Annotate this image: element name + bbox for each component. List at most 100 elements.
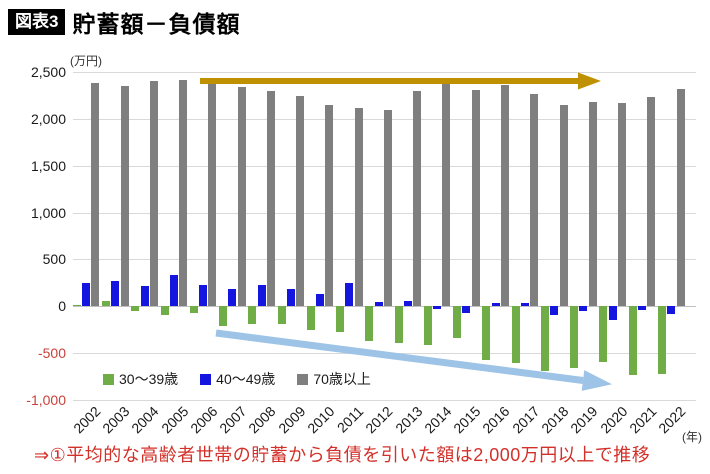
bar-age40s-2013 (403, 300, 412, 307)
bar-age70plus-2014 (442, 83, 451, 307)
bar-age40s-2019 (579, 306, 588, 312)
bar-age40s-2012 (374, 302, 383, 307)
bar-age30s-2016 (482, 306, 491, 360)
x-label-2014: 2014 (421, 403, 455, 437)
legend-item-age70plus: 70歳以上 (297, 369, 371, 389)
bar-age30s-2007 (219, 306, 227, 326)
bar-age40s-2016 (491, 303, 500, 307)
bar-age40s-2022 (667, 306, 676, 314)
chart-legend: 30〜39歳 40〜49歳 70歳以上 (103, 369, 371, 389)
legend-item-age40s: 40〜49歳 (200, 369, 275, 389)
bar-age70plus-2007 (237, 87, 246, 307)
y-tick-1500: 1,500 (30, 157, 66, 174)
bar-age30s-2008 (248, 306, 257, 325)
bar-age70plus-2018 (559, 104, 568, 307)
y-axis-unit-label: (万円) (70, 54, 102, 68)
x-label-2009: 2009 (274, 403, 309, 437)
bar-age30s-2009 (277, 306, 286, 324)
figure-header: 図表3 貯蓄額－負債額 (8, 5, 240, 39)
x-label-2019: 2019 (567, 403, 601, 437)
y-tick-1000: 1,000 (30, 204, 66, 221)
x-label-2010: 2010 (304, 403, 338, 437)
bar-age30s-2017 (511, 306, 520, 364)
x-label-2012: 2012 (362, 403, 396, 437)
bar-age30s-2011 (336, 306, 344, 332)
bar-age30s-2012 (365, 306, 374, 341)
bar-age40s-2015 (462, 306, 471, 313)
bar-age40s-2014 (433, 306, 442, 310)
bar-age40s-2010 (316, 293, 325, 307)
bar-age70plus-2004 (149, 80, 158, 307)
bar-age30s-2003 (102, 300, 110, 307)
y-tick--1000: -1,000 (26, 392, 66, 408)
bar-age40s-2004 (140, 285, 149, 307)
bar-age30s-2010 (306, 306, 315, 330)
y-tick-0: 0 (58, 298, 66, 315)
bar-age30s-2004 (131, 306, 140, 311)
legend-label-age30s: 30〜39歳 (119, 371, 179, 387)
x-label-2013: 2013 (391, 403, 426, 437)
bar-age40s-2021 (637, 306, 646, 310)
legend-swatch-age30s (103, 373, 114, 385)
bar-age70plus-2016 (500, 84, 509, 307)
y-tick-2500: 2,500 (30, 64, 66, 80)
x-label-2008: 2008 (245, 403, 279, 437)
bar-age70plus-2013 (413, 91, 422, 307)
bar-age30s-2014 (423, 306, 432, 345)
bar-age40s-2009 (286, 289, 295, 307)
bar-age70plus-2015 (471, 89, 480, 307)
bar-age30s-2021 (628, 306, 637, 375)
takeaway-caption: ⇒①平均的な高齢者世帯の貯蓄から負債を引いた額は2,000万円以上で推移 (34, 445, 651, 465)
legend-swatch-age40s (200, 373, 212, 385)
gridline-0 (73, 306, 696, 308)
bar-age40s-2007 (228, 289, 237, 307)
x-label-2020: 2020 (596, 403, 631, 437)
y-tick-500: 500 (42, 251, 66, 268)
bar-age70plus-2019 (588, 102, 597, 307)
bar-age40s-2020 (608, 306, 617, 321)
bar-age70plus-2002 (91, 83, 100, 307)
x-label-2021: 2021 (625, 403, 660, 437)
x-label-2002: 2002 (69, 403, 104, 437)
x-label-2015: 2015 (450, 403, 484, 437)
bar-age70plus-2010 (325, 104, 334, 307)
legend-swatch-age70plus (297, 373, 309, 385)
x-label-2011: 2011 (334, 403, 367, 436)
bar-age30s-2005 (160, 306, 169, 315)
bar-age40s-2011 (345, 283, 354, 307)
x-label-2018: 2018 (538, 403, 572, 437)
bar-age70plus-2017 (530, 93, 539, 307)
legend-item-age30s: 30〜39歳 (103, 369, 178, 389)
bar-age30s-2006 (189, 306, 198, 314)
x-label-2004: 2004 (128, 403, 162, 437)
gridline-2500 (73, 72, 696, 73)
y-tick-2000: 2,000 (30, 110, 66, 127)
bar-age70plus-2008 (266, 91, 275, 307)
bar-age30s-2019 (570, 306, 579, 369)
y-tick--500: -500 (37, 345, 66, 362)
bar-age40s-2008 (257, 285, 266, 307)
bar-age30s-2018 (540, 306, 549, 371)
x-axis-unit-label: (年) (682, 430, 702, 444)
bar-age70plus-2021 (647, 96, 656, 307)
bar-age70plus-2009 (296, 96, 305, 307)
bar-age40s-2018 (550, 306, 559, 316)
bar-age40s-2005 (169, 275, 178, 307)
bar-age30s-2002 (72, 305, 81, 307)
figure-title: 貯蓄額－負債額 (72, 11, 241, 37)
legend-label-age70plus: 70歳以上 (313, 371, 371, 387)
bar-age70plus-2003 (120, 85, 129, 307)
bar-age70plus-2020 (618, 102, 626, 307)
x-label-2006: 2006 (186, 403, 221, 437)
legend-label-age40s: 40〜49歳 (216, 371, 276, 387)
bar-age40s-2002 (82, 282, 90, 307)
x-label-2003: 2003 (99, 403, 133, 437)
bar-age70plus-2006 (208, 83, 217, 307)
bar-age70plus-2022 (676, 88, 685, 307)
x-label-2016: 2016 (479, 403, 513, 437)
bar-age70plus-2011 (354, 107, 363, 307)
bar-age30s-2013 (394, 306, 403, 343)
figure-number-badge: 図表3 (8, 8, 66, 36)
bar-age40s-2003 (111, 281, 120, 307)
